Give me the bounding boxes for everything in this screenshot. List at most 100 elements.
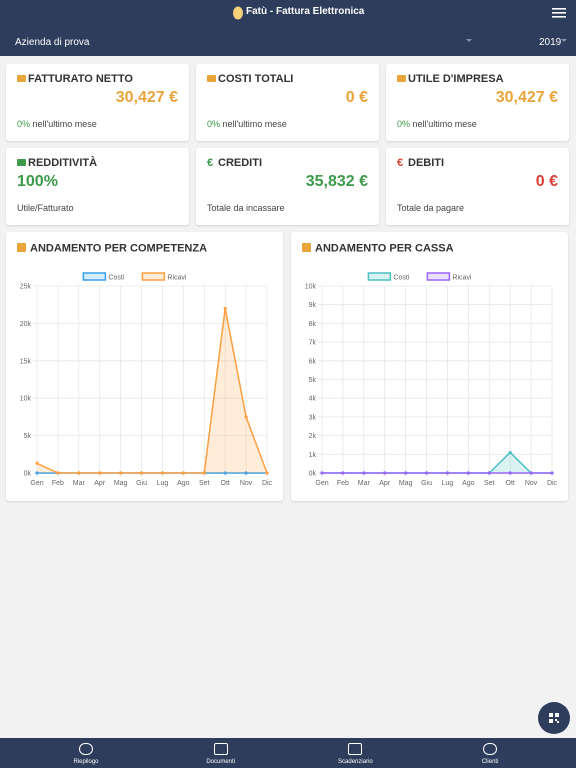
data-point	[383, 471, 387, 475]
data-point	[466, 471, 470, 475]
y-tick-label: 25k	[20, 284, 32, 291]
data-point	[487, 471, 491, 475]
card-note-text: nell'ultimo mese	[412, 119, 477, 129]
card-title-text: DEBITI	[408, 157, 445, 169]
card-note: 0% nell'ultimo mese	[207, 119, 287, 129]
x-tick-label: Giu	[421, 480, 432, 487]
data-point	[160, 471, 165, 475]
card-icon	[207, 73, 218, 85]
x-tick-label: Giu	[136, 480, 147, 487]
series-area	[37, 308, 267, 473]
y-tick-label: 15k	[20, 358, 32, 365]
y-tick-label: 0k	[309, 471, 317, 478]
legend-label: Ricavi	[452, 275, 472, 282]
y-tick-label: 5k	[309, 377, 317, 384]
data-point	[56, 471, 60, 475]
data-point	[77, 471, 81, 475]
card-change: 0%	[397, 119, 411, 129]
legend-label: Ricavi	[167, 275, 187, 282]
chart-icon	[302, 243, 311, 252]
data-point	[244, 415, 248, 419]
data-point	[404, 471, 408, 475]
x-tick-label: Feb	[52, 480, 64, 487]
card-change: 0%	[207, 119, 221, 129]
x-tick-label: Ott	[506, 480, 515, 487]
year-select[interactable]: 2019	[539, 37, 562, 48]
series-line	[36, 308, 268, 474]
data-point	[424, 471, 429, 475]
card-title-text: FATTURATO NETTO	[28, 73, 133, 85]
nav-label: Scadenziario	[338, 759, 373, 765]
legend-label: Costi	[393, 275, 409, 282]
bottom-nav: Riepilogo Documenti Scadenziario Clienti	[0, 738, 576, 768]
card-value: 0 €	[345, 89, 368, 106]
series-area	[322, 452, 552, 473]
card-note-text: Totale da pagare	[397, 203, 465, 213]
x-tick-label: Set	[484, 480, 495, 487]
card-title-text: COSTI TOTALI	[218, 73, 294, 85]
y-tick-label: 10k	[305, 284, 317, 291]
stat-card: REDDITIVITÀ 100% Utile/Fatturato	[6, 148, 189, 225]
card-change: 0%	[17, 119, 31, 129]
x-tick-label: Mag	[399, 480, 413, 487]
nav-label: Documenti	[206, 759, 236, 765]
data-point	[35, 461, 39, 465]
data-point	[223, 306, 227, 311]
card-icon	[17, 157, 28, 169]
x-tick-label: Dic	[547, 480, 558, 487]
y-tick-label: 7k	[309, 340, 317, 347]
company-select[interactable]: Azienda di prova	[15, 37, 90, 48]
nav-label: Clienti	[481, 759, 499, 765]
nav-item[interactable]: Riepilogo	[46, 738, 126, 768]
nav-item[interactable]: Documenti	[181, 738, 261, 768]
data-point	[139, 471, 144, 475]
y-tick-label: 5k	[24, 433, 32, 440]
data-point	[508, 450, 512, 455]
chart-card: ANDAMENTO PER CASSA 0k 1k 2k 3k 4k 5k 6k 7k 8k 9k 1…	[291, 232, 568, 501]
caret	[466, 39, 472, 42]
card-title: € DEBITI	[397, 157, 444, 169]
fab-button[interactable]	[538, 702, 570, 734]
app-title: Fatù - Fattura Elettronica	[246, 6, 365, 17]
data-point	[445, 471, 450, 475]
legend-swatch	[367, 272, 392, 281]
data-point	[98, 471, 102, 475]
y-tick-label: 20k	[20, 321, 32, 328]
x-tick-label: Feb	[337, 480, 349, 487]
y-tick-label: 4k	[309, 396, 317, 403]
card-note: Totale da pagare	[397, 203, 464, 213]
data-point	[341, 471, 345, 475]
legend-swatch	[141, 272, 166, 281]
chart-title: ANDAMENTO PER CASSA	[315, 243, 454, 255]
data-point	[223, 471, 227, 475]
card-icon	[17, 73, 28, 85]
nav-item[interactable]: Scadenziario	[315, 738, 395, 768]
data-point	[362, 471, 366, 475]
card-icon: €	[207, 157, 214, 169]
x-tick-label: Mag	[114, 480, 128, 487]
card-title-text: CREDITI	[218, 157, 262, 169]
x-tick-label: Nov	[240, 480, 253, 487]
card-value: 30,427 €	[115, 89, 178, 106]
data-point	[35, 471, 39, 475]
chart: ANDAMENTO PER CASSA 0k 1k 2k 3k 4k 5k 6k 7k 8k 9k 1…	[302, 243, 558, 487]
card-icon	[397, 73, 408, 85]
header: Fatù - Fattura Elettronica Azienda di pr…	[0, 0, 576, 56]
menu-button[interactable]	[552, 7, 567, 19]
nav-item[interactable]: Clienti	[450, 738, 530, 768]
nav-icon	[213, 743, 228, 755]
stat-card: € CREDITI 35,832 € Totale da incassare	[196, 148, 379, 225]
y-tick-label: 2k	[309, 433, 317, 440]
chart-title: ANDAMENTO PER COMPETENZA	[30, 243, 207, 255]
logo	[233, 6, 243, 20]
data-point	[550, 471, 554, 475]
data-point	[119, 471, 123, 475]
legend-swatch	[82, 272, 107, 281]
card-note-text: Utile/Fatturato	[17, 203, 74, 213]
card-title: UTILE D'IMPRESA	[397, 73, 504, 85]
card-title: FATTURATO NETTO	[17, 73, 133, 85]
card-note-text: Totale da incassare	[207, 203, 285, 213]
x-tick-label: Mar	[358, 480, 371, 487]
